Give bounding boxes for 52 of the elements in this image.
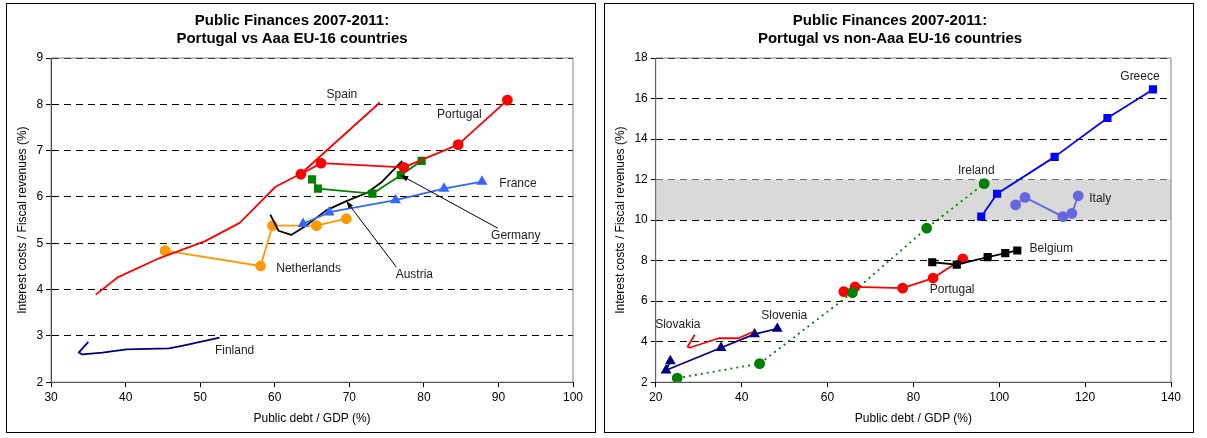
y-tick-label: 3 xyxy=(36,328,44,343)
x-axis-title: Public debt / GDP (%) xyxy=(854,411,972,426)
x-tick-label: 80 xyxy=(906,389,921,404)
y-tick-label: 6 xyxy=(36,189,44,204)
series-label: Portugal xyxy=(437,107,482,122)
x-tick-label: 80 xyxy=(417,389,431,404)
y-tick-label: 12 xyxy=(634,171,649,186)
chart-title: Public Finances 2007-2011: Portugal vs non-Aaa EU-16 countries xyxy=(757,11,1023,47)
series-label: Netherlands xyxy=(276,261,341,276)
series-label: Slovenia xyxy=(761,308,808,323)
x-tick-label: 50 xyxy=(193,389,208,404)
y-axis-title: Interest costs / Fiscal revenues (%) xyxy=(14,126,29,314)
series-label: France xyxy=(499,175,538,190)
x-axis-title: Public debt / GDP (%) xyxy=(253,411,371,426)
series-label: Belgium xyxy=(1029,240,1073,255)
y-tick-label: 18 xyxy=(634,50,649,65)
y-tick-label: 16 xyxy=(634,90,649,105)
y-axis-title: Interest costs / Fiscal revenues (%) xyxy=(612,126,627,314)
text: Germany xyxy=(491,228,541,243)
x-tick-label: 100 xyxy=(562,389,584,404)
y-tick-label: 8 xyxy=(641,252,649,267)
y-tick-label: 10 xyxy=(634,212,649,227)
y-tick-label: 8 xyxy=(36,96,44,111)
y-tick-label: 2 xyxy=(36,374,44,389)
y-tick-label: 4 xyxy=(641,333,649,348)
series-label: Finland xyxy=(214,343,255,358)
series-label: Portugal xyxy=(929,282,975,297)
y-tick-label: 5 xyxy=(36,235,44,250)
x-tick-label: 60 xyxy=(268,389,282,404)
series-label: Spain xyxy=(326,86,358,101)
series-label: Ireland xyxy=(957,162,995,177)
x-tick-label: 30 xyxy=(44,389,59,404)
x-tick-label: 100 xyxy=(989,389,1010,404)
series-label: Italy xyxy=(1089,191,1112,206)
y-tick-label: 6 xyxy=(641,293,649,308)
x-tick-label: 120 xyxy=(1075,389,1096,404)
x-tick-label: 70 xyxy=(342,389,357,404)
x-tick-label: 140 xyxy=(1160,389,1182,404)
y-tick-label: 4 xyxy=(36,281,44,296)
x-tick-label: 90 xyxy=(491,389,506,404)
series-label: Greece xyxy=(1120,68,1160,83)
x-tick-label: 40 xyxy=(118,389,133,404)
x-tick-label: 20 xyxy=(649,389,663,404)
chart-title: Public Finances 2007-2011: Portugal vs Aaa EU-16 countries xyxy=(176,11,408,47)
y-tick-label: 9 xyxy=(36,50,44,65)
y-tick-label: 14 xyxy=(634,131,649,146)
text: Austria xyxy=(395,267,434,282)
y-tick-label: 2 xyxy=(641,374,649,389)
y-tick-label: 7 xyxy=(36,142,44,157)
series-label: Slovakia xyxy=(655,317,701,332)
x-tick-label: 60 xyxy=(820,389,835,404)
x-tick-label: 40 xyxy=(734,389,749,404)
